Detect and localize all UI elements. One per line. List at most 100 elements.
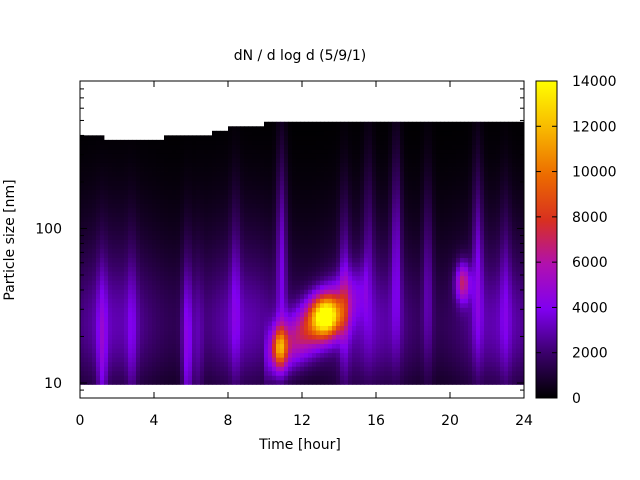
heatmap-cell (428, 330, 433, 335)
heatmap-cell (316, 284, 321, 290)
heatmap-cell (128, 330, 133, 335)
heatmap-cell (272, 302, 277, 308)
heatmap-cell (316, 348, 321, 354)
heatmap-cell (312, 185, 317, 191)
heatmap-cell (168, 239, 173, 245)
heatmap-cell (420, 253, 425, 259)
heatmap-cell (144, 370, 149, 376)
heatmap-cell (160, 203, 165, 209)
heatmap-cell (160, 212, 165, 218)
heatmap-cell (320, 230, 325, 236)
heatmap-cell (116, 144, 121, 150)
heatmap-cell (284, 135, 289, 141)
heatmap-cell (296, 212, 301, 218)
heatmap-cell (364, 311, 369, 317)
heatmap-cell (160, 339, 165, 345)
heatmap-cell (296, 275, 301, 281)
heatmap-cell (420, 225, 425, 231)
heatmap-cell (236, 289, 241, 295)
heatmap-cell (412, 203, 417, 209)
heatmap-cell (96, 234, 101, 240)
heatmap-cell (404, 284, 409, 290)
heatmap-cell (396, 266, 401, 272)
heatmap-cell (208, 379, 213, 385)
heatmap-cell (112, 189, 117, 195)
heatmap-cell (220, 239, 225, 245)
heatmap-cell (280, 144, 285, 150)
heatmap-cell (128, 357, 133, 363)
heatmap-cell (396, 257, 401, 263)
heatmap-cell (324, 343, 329, 349)
heatmap-cell (432, 325, 437, 331)
heatmap-cell (228, 126, 233, 132)
heatmap-cell (84, 289, 89, 295)
heatmap-cell (428, 239, 433, 245)
heatmap-cell (432, 298, 437, 304)
heatmap-cell (240, 253, 245, 259)
heatmap-cell (240, 198, 245, 204)
heatmap-cell (308, 302, 313, 308)
heatmap-cell (416, 148, 421, 154)
heatmap-cell (104, 230, 109, 236)
heatmap-cell (268, 171, 273, 177)
heatmap-cell (360, 343, 365, 349)
heatmap-cell (304, 366, 309, 372)
heatmap-cell (288, 339, 293, 345)
heatmap-cell (196, 257, 201, 263)
heatmap-cell (120, 203, 125, 209)
heatmap-cell (340, 139, 345, 145)
heatmap-cell (220, 212, 225, 218)
heatmap-cell (152, 244, 157, 249)
heatmap-cell (120, 316, 125, 322)
heatmap-cell (348, 262, 353, 268)
heatmap-cell (316, 262, 321, 268)
heatmap-cell (220, 244, 225, 249)
heatmap-cell (200, 284, 205, 290)
heatmap-cell (108, 139, 113, 145)
heatmap-cell (212, 271, 217, 277)
heatmap-cell (216, 225, 221, 231)
heatmap-cell (424, 139, 429, 145)
heatmap-cell (428, 171, 433, 177)
heatmap-cell (408, 357, 413, 363)
heatmap-cell (404, 225, 409, 231)
heatmap-cell (404, 343, 409, 349)
heatmap-cell (184, 207, 189, 213)
heatmap-cell (304, 271, 309, 277)
heatmap-cell (364, 176, 369, 182)
heatmap-cell (432, 343, 437, 349)
heatmap-cell (388, 316, 393, 322)
heatmap-cell (84, 352, 89, 358)
heatmap-cell (92, 157, 97, 163)
heatmap-cell (328, 162, 333, 168)
heatmap-cell (80, 293, 85, 299)
heatmap-cell (208, 189, 213, 195)
heatmap-cell (300, 321, 305, 326)
heatmap-cell (160, 293, 165, 299)
heatmap-cell (156, 230, 161, 236)
heatmap-cell (424, 348, 429, 354)
heatmap-cell (124, 207, 129, 213)
heatmap-cell (364, 370, 369, 376)
heatmap-cell (296, 302, 301, 308)
heatmap-cell (124, 139, 129, 145)
heatmap-cell (252, 361, 257, 367)
heatmap-cell (148, 148, 153, 154)
heatmap-cell (344, 130, 349, 136)
heatmap-cell (348, 352, 353, 358)
heatmap-cell (376, 370, 381, 376)
heatmap-cell (312, 225, 317, 231)
heatmap-cell (428, 221, 433, 227)
heatmap-cell (368, 262, 373, 268)
heatmap-cell (192, 135, 197, 141)
heatmap-cell (312, 280, 317, 286)
heatmap-cell (320, 330, 325, 335)
heatmap-cell (252, 325, 257, 331)
heatmap-cell (416, 275, 421, 281)
heatmap-cell (328, 330, 333, 335)
heatmap-cell (264, 253, 269, 259)
heatmap-cell (364, 379, 369, 385)
heatmap-cell (352, 144, 357, 150)
heatmap-cell (396, 262, 401, 268)
heatmap-cell (300, 180, 305, 186)
